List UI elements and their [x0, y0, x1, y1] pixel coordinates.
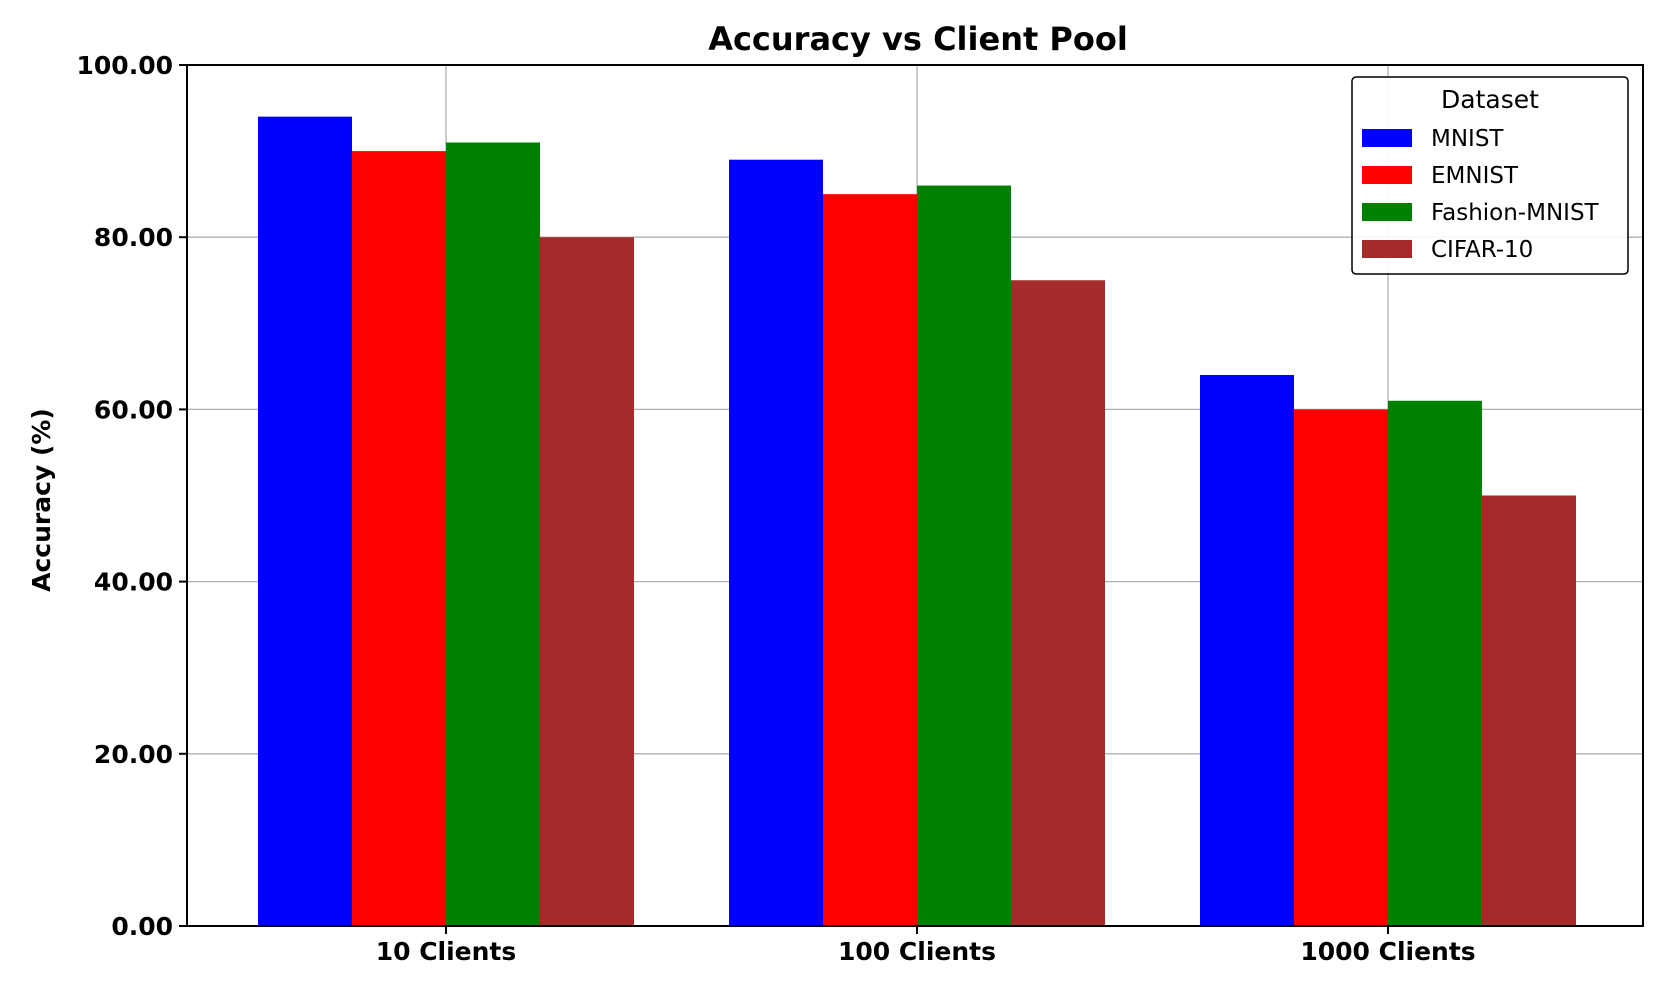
legend-title: Dataset	[1441, 85, 1539, 114]
bar-fashion-mnist-2	[1388, 400, 1482, 926]
bar-mnist-0	[258, 116, 352, 926]
bar-fashion-mnist-1	[917, 185, 1011, 927]
y-tick-label: 0.00	[111, 912, 173, 941]
legend-label: CIFAR-10	[1431, 237, 1533, 263]
legend: Dataset MNIST EMNIST Fashion-MNIST CIFAR-10	[1351, 76, 1629, 275]
y-axis-label: Accuracy (%)	[27, 408, 56, 592]
y-tick-label: 60.00	[94, 395, 173, 424]
bar-fashion-mnist-0	[446, 142, 540, 927]
y-tick-label: 80.00	[94, 223, 173, 252]
bar-emnist-1	[823, 194, 917, 926]
x-axis-ticks: 10 Clients 100 Clients 1000 Clients	[376, 926, 1476, 966]
bar-cifar-10-0	[540, 237, 634, 926]
legend-label: EMNIST	[1431, 163, 1519, 189]
y-tick-label: 20.00	[94, 740, 173, 769]
legend-label: MNIST	[1431, 126, 1504, 152]
legend-swatch	[1362, 240, 1412, 258]
bar-mnist-1	[729, 159, 823, 926]
legend-box	[1351, 76, 1629, 275]
plot-frame	[186, 64, 1644, 927]
chart-title: Accuracy vs Client Pool	[708, 20, 1128, 58]
bar-cifar-10-1	[1011, 280, 1105, 926]
bar-cifar-10-2	[1482, 495, 1576, 926]
x-tick-label: 1000 Clients	[1300, 937, 1475, 966]
y-tick-label: 100.00	[77, 51, 173, 80]
legend-swatch	[1362, 203, 1412, 221]
bars	[258, 116, 1576, 927]
bar-mnist-2	[1200, 374, 1294, 927]
legend-swatch	[1362, 166, 1412, 184]
legend-swatch	[1362, 129, 1412, 147]
y-tick-label: 40.00	[94, 568, 173, 597]
bar-emnist-2	[1294, 409, 1388, 926]
y-axis-ticks: 0.00 20.00 40.00 60.00 80.00 100.00	[77, 51, 187, 941]
bar-emnist-0	[352, 151, 446, 927]
legend-label: Fashion-MNIST	[1431, 200, 1600, 226]
x-tick-label: 100 Clients	[838, 937, 996, 966]
x-tick-label: 10 Clients	[376, 937, 517, 966]
